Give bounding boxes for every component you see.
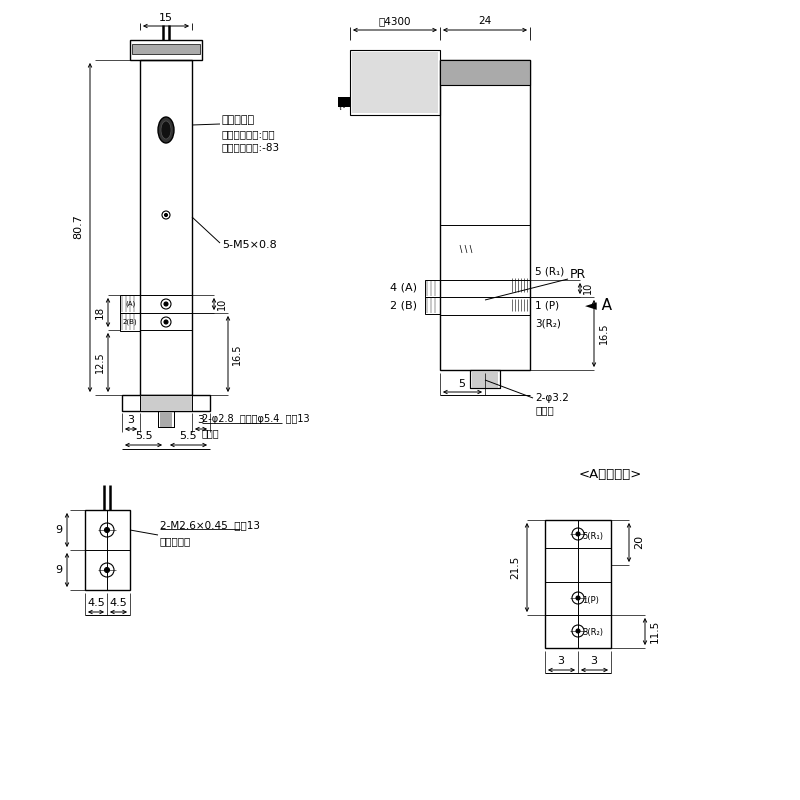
- Text: <Aから見る>: <Aから見る>: [578, 469, 642, 482]
- Text: 3(R₂): 3(R₂): [582, 629, 603, 638]
- Ellipse shape: [158, 117, 174, 143]
- Text: 取付ねじ穴: 取付ねじ穴: [160, 536, 191, 546]
- Bar: [440, 60, 530, 85]
- Bar: [352, 52, 438, 113]
- Text: 4 (A): 4 (A): [390, 283, 417, 293]
- Bar: [130, 40, 202, 60]
- Circle shape: [576, 532, 580, 536]
- Bar: [440, 60, 530, 85]
- Bar: [85, 510, 130, 590]
- Text: 3: 3: [198, 415, 205, 425]
- Text: 18: 18: [95, 306, 105, 318]
- Text: ロック突出形:-83: ロック突出形:-83: [222, 142, 280, 152]
- Text: 2-φ3.2: 2-φ3.2: [535, 393, 569, 403]
- Circle shape: [576, 596, 580, 600]
- Text: 16.5: 16.5: [599, 322, 609, 344]
- Text: 5.5: 5.5: [135, 431, 153, 441]
- Circle shape: [105, 567, 110, 573]
- Text: 5.5: 5.5: [179, 431, 197, 441]
- Text: 2 (B): 2 (B): [390, 300, 417, 310]
- Bar: [132, 44, 200, 54]
- Text: 2-φ2.8  座くりφ5.4  深こ13: 2-φ2.8 座くりφ5.4 深こ13: [202, 414, 310, 424]
- Bar: [338, 97, 350, 107]
- Text: //: //: [336, 98, 348, 111]
- Text: 16.5: 16.5: [232, 343, 242, 365]
- Bar: [140, 60, 192, 395]
- Bar: [120, 295, 140, 313]
- Bar: [350, 50, 440, 115]
- Bar: [425, 280, 440, 297]
- Text: 礰4300: 礰4300: [378, 16, 411, 26]
- Bar: [158, 411, 174, 427]
- Text: 取付穴: 取付穴: [202, 428, 220, 438]
- Text: 1 (P): 1 (P): [535, 300, 559, 310]
- Bar: [158, 411, 174, 427]
- Ellipse shape: [161, 121, 171, 139]
- Text: 1(P): 1(P): [582, 595, 599, 605]
- Bar: [140, 395, 192, 411]
- Circle shape: [105, 527, 110, 533]
- Circle shape: [164, 302, 168, 306]
- Text: 4.5: 4.5: [109, 598, 127, 608]
- Text: 手動ボタン: 手動ボタン: [222, 115, 255, 125]
- Bar: [160, 411, 172, 427]
- Text: PR: PR: [570, 269, 586, 282]
- Text: 9: 9: [55, 565, 62, 575]
- Text: 9: 9: [55, 525, 62, 535]
- Text: 20: 20: [634, 535, 644, 549]
- Text: 3: 3: [590, 656, 598, 666]
- Text: ノンロック形:標準: ノンロック形:標準: [222, 129, 276, 139]
- Text: 2(B): 2(B): [122, 318, 138, 326]
- Text: ◄ A: ◄ A: [585, 298, 612, 313]
- Text: 5(R₁): 5(R₁): [582, 531, 603, 541]
- Bar: [140, 395, 192, 411]
- Circle shape: [576, 629, 580, 633]
- Text: 15: 15: [159, 13, 173, 23]
- Text: 80.7: 80.7: [73, 214, 83, 239]
- Bar: [425, 297, 440, 314]
- Text: 3(R₂): 3(R₂): [535, 318, 561, 328]
- Text: 10: 10: [217, 298, 227, 310]
- Text: 5: 5: [458, 379, 466, 389]
- Bar: [470, 370, 500, 388]
- Text: 10: 10: [583, 282, 593, 294]
- Text: 5-M5×0.8: 5-M5×0.8: [222, 240, 277, 250]
- Bar: [122, 395, 210, 411]
- Bar: [440, 60, 530, 370]
- Text: 24: 24: [478, 16, 492, 26]
- Circle shape: [165, 214, 167, 217]
- Bar: [120, 313, 140, 331]
- Text: 12.5: 12.5: [95, 351, 105, 373]
- Text: 21.5: 21.5: [510, 555, 520, 578]
- Text: 2-M2.6×0.45  深こ13: 2-M2.6×0.45 深こ13: [160, 520, 260, 530]
- Text: 3: 3: [558, 656, 565, 666]
- Circle shape: [164, 320, 168, 324]
- Text: 取付穴: 取付穴: [535, 405, 554, 415]
- Text: 5 (R₁): 5 (R₁): [535, 267, 564, 277]
- Text: 4.5: 4.5: [87, 598, 105, 608]
- Bar: [470, 370, 500, 388]
- Text: 11.5: 11.5: [650, 619, 660, 642]
- Text: 3: 3: [127, 415, 134, 425]
- Text: (A): (A): [125, 301, 135, 307]
- Bar: [472, 370, 498, 388]
- Bar: [545, 520, 611, 648]
